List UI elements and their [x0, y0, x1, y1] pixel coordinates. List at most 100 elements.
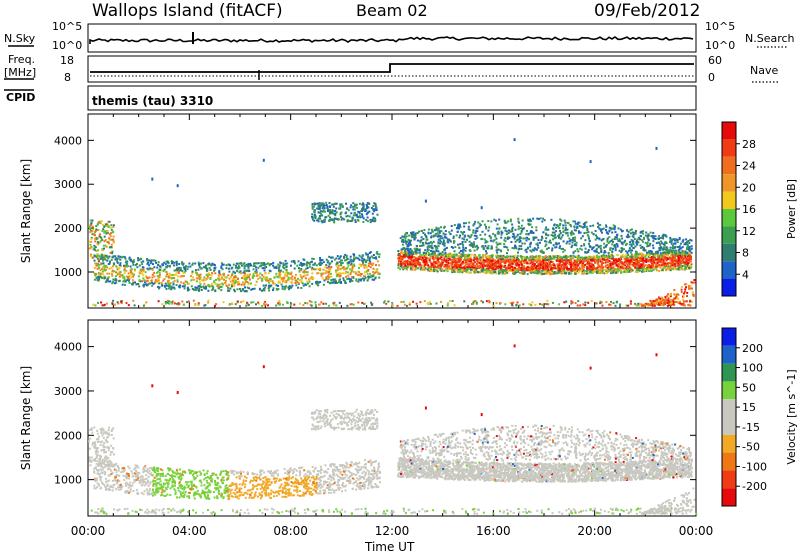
data-cell — [102, 262, 105, 265]
data-cell — [618, 268, 621, 271]
data-cell — [355, 278, 358, 281]
data-cell — [281, 287, 284, 290]
data-cell — [261, 289, 263, 292]
data-cell — [131, 283, 133, 286]
data-cell — [455, 265, 458, 268]
data-cell — [202, 262, 205, 265]
data-cell — [456, 271, 459, 273]
data-cell — [89, 224, 92, 227]
data-cell — [630, 245, 633, 248]
y-axis-label: Slant Range [km] — [19, 159, 33, 263]
data-cell — [515, 258, 518, 261]
data-cell — [105, 245, 108, 248]
data-cell — [406, 260, 409, 263]
data-cell — [88, 240, 91, 243]
data-cell — [101, 223, 104, 226]
data-cell — [464, 249, 467, 252]
data-cell — [600, 239, 603, 242]
data-cell — [526, 246, 529, 249]
data-cell — [498, 269, 501, 272]
data-cell — [409, 255, 412, 258]
data-cell — [609, 253, 612, 256]
data-cell — [529, 243, 532, 246]
data-cell — [336, 262, 339, 265]
data-cell — [471, 266, 474, 268]
data-cell — [501, 272, 504, 275]
data-cell — [222, 283, 224, 286]
data-cell — [536, 242, 539, 245]
data-cell — [569, 239, 572, 242]
data-cell — [586, 266, 589, 269]
data-cell — [104, 281, 107, 284]
data-cell — [655, 269, 658, 272]
data-cell — [97, 273, 100, 276]
nsky-right-tick-top: 10^5 — [705, 20, 735, 33]
data-cell — [460, 230, 463, 233]
data-cell — [497, 259, 500, 261]
data-cell — [634, 262, 637, 265]
data-cell — [662, 254, 665, 257]
data-cell — [625, 250, 628, 253]
data-cell — [545, 256, 548, 259]
data-cell — [412, 263, 415, 266]
data-cell — [628, 262, 631, 265]
data-cell — [474, 255, 477, 258]
data-cell — [634, 254, 637, 257]
data-cell — [567, 256, 570, 258]
data-cell — [675, 260, 678, 263]
data-cell — [661, 254, 664, 257]
data-cell — [218, 284, 221, 287]
data-cell — [483, 263, 485, 266]
data-cell — [477, 271, 480, 273]
data-cell — [328, 273, 330, 276]
data-cell — [265, 263, 268, 266]
data-cell — [259, 265, 262, 268]
data-cell — [213, 267, 216, 270]
data-cell — [321, 259, 324, 261]
data-cell — [458, 266, 461, 269]
data-cell — [90, 253, 93, 256]
data-cell — [486, 262, 489, 265]
data-cell — [443, 269, 446, 272]
data-cell — [532, 271, 535, 274]
data-cell — [438, 266, 441, 269]
data-cell — [294, 262, 296, 265]
data-cell — [468, 221, 471, 224]
data-cell — [449, 267, 452, 270]
data-cell — [242, 271, 245, 274]
data-cell — [630, 270, 633, 273]
data-cell — [412, 261, 415, 264]
data-cell — [560, 268, 563, 271]
data-cell — [538, 259, 541, 262]
data-cell — [307, 262, 310, 265]
data-cell — [202, 279, 205, 282]
data-cell — [344, 259, 346, 262]
data-cell — [414, 265, 417, 268]
data-cell — [214, 272, 217, 275]
data-cell — [432, 258, 435, 261]
data-cell — [501, 255, 504, 258]
data-cell — [580, 260, 582, 263]
data-cell — [443, 244, 446, 247]
data-cell — [210, 264, 213, 267]
data-cell — [347, 264, 350, 267]
data-cell — [376, 260, 379, 263]
data-cell — [93, 244, 96, 247]
data-cell — [351, 266, 354, 269]
data-cell — [458, 236, 461, 239]
data-cell — [410, 255, 413, 258]
data-cell — [101, 254, 103, 257]
data-cell — [484, 241, 487, 244]
data-cell — [337, 275, 340, 278]
data-cell — [640, 254, 643, 257]
data-cell — [326, 280, 329, 283]
data-cell — [659, 237, 662, 239]
data-cell — [480, 262, 483, 265]
data-cell — [514, 272, 517, 275]
data-cell — [677, 256, 680, 259]
data-cell — [218, 276, 220, 279]
data-cell — [137, 257, 139, 260]
data-cell — [494, 268, 497, 271]
data-cell — [453, 269, 456, 272]
data-cell — [236, 288, 239, 291]
